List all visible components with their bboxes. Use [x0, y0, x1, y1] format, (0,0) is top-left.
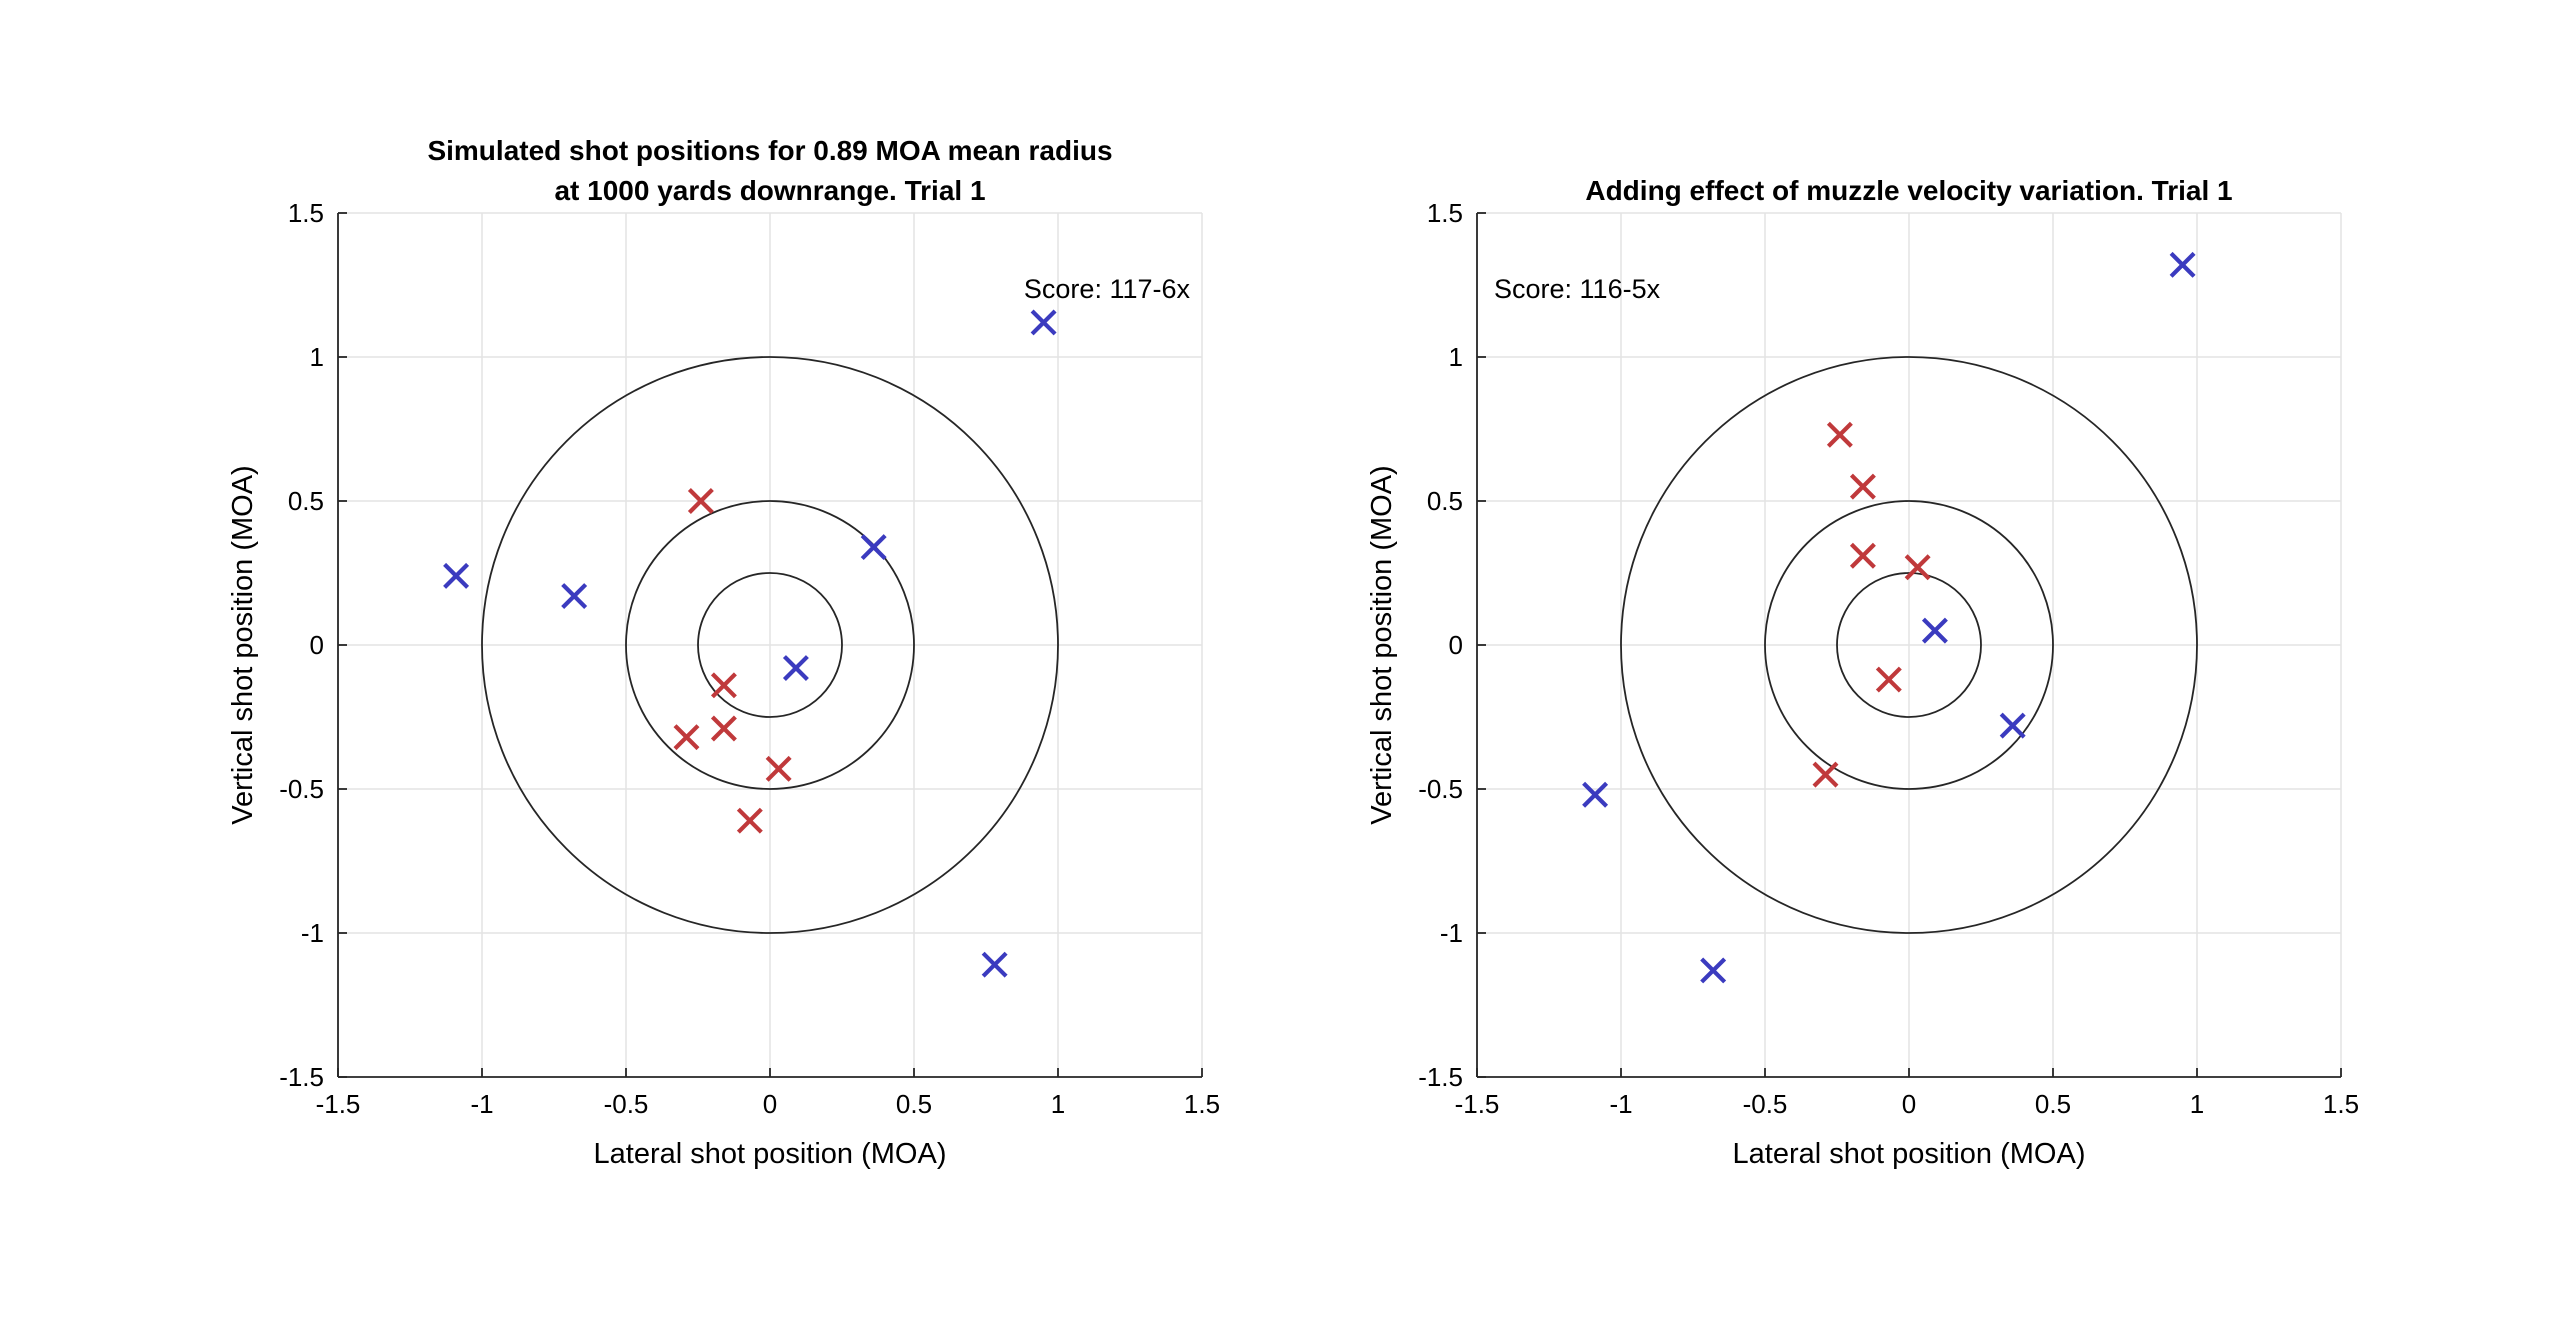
shot-marker	[1875, 666, 1902, 693]
x-axis-label: Lateral shot position (MOA)	[594, 1138, 947, 1170]
shot-marker	[673, 724, 700, 751]
shot-marker	[1921, 617, 1948, 644]
score-annotation: Score: 117-6x	[1024, 274, 1191, 304]
x-tick-label: 1.5	[1184, 1089, 1220, 1119]
y-tick-label: -1	[1440, 918, 1463, 948]
shot-marker	[2169, 251, 2196, 278]
chart-title: Adding effect of muzzle velocity variati…	[1585, 175, 2232, 206]
shot-marker	[710, 672, 737, 699]
shot-marker	[1700, 957, 1727, 984]
chart-1: -1.5 -1 -0.5 0 0.5 1 1.5 -1.5 -1 -0.5 0 0.5 1 1.5 Late…	[227, 135, 1220, 1170]
shot-marker	[1812, 761, 1839, 788]
chart-2: -1.5 -1 -0.5 0 0.5 1 1.5 -1.5 -1 -0.5 0 0.5 1 1.5 Late…	[1366, 175, 2359, 1170]
shot-marker	[1999, 712, 2026, 739]
y-tick-label: 1	[1449, 342, 1463, 372]
chart-title: at 1000 yards downrange. Trial 1	[554, 175, 985, 206]
shot-marker	[1582, 781, 1609, 808]
x-tick-label: 1	[1051, 1089, 1065, 1119]
shot-marker	[860, 534, 887, 561]
shot-marker	[1826, 421, 1853, 448]
x-tick-label: -0.5	[1743, 1089, 1788, 1119]
shot-marker	[981, 951, 1008, 978]
shot-marker	[687, 488, 714, 514]
shot-marker	[443, 562, 470, 589]
y-tick-label: 1.5	[288, 198, 324, 228]
x-tick-label: 0.5	[2035, 1089, 2071, 1119]
y-tick-label: 0	[1449, 630, 1463, 660]
x-tick-label: 1.5	[2323, 1089, 2359, 1119]
shot-marker	[1030, 309, 1057, 336]
y-tick-label: 1.5	[1427, 198, 1463, 228]
shot-marker	[1849, 542, 1876, 569]
y-axis-label: Vertical shot position (MOA)	[1366, 465, 1398, 824]
chart-title: Simulated shot positions for 0.89 MOA me…	[427, 135, 1112, 166]
x-axis-label: Lateral shot position (MOA)	[1733, 1138, 2086, 1170]
y-tick-label: -1.5	[1418, 1062, 1463, 1092]
x-tick-label: -1.5	[316, 1089, 361, 1119]
y-tick-label: 0.5	[1427, 486, 1463, 516]
y-tick-label: -0.5	[1418, 774, 1463, 804]
target-ring	[697, 572, 843, 718]
x-tick-label: -1	[1609, 1089, 1632, 1119]
shot-marker	[736, 807, 763, 834]
x-tick-label: 1	[2190, 1089, 2204, 1119]
y-tick-label: -0.5	[279, 774, 324, 804]
x-tick-label: -1	[470, 1089, 493, 1119]
x-tick-label: 0.5	[896, 1089, 932, 1119]
shot-marker	[765, 755, 792, 782]
score-annotation: Score: 116-5x	[1494, 274, 1661, 304]
shot-marker	[710, 715, 737, 742]
y-tick-label: 0	[310, 630, 324, 660]
y-tick-label: -1.5	[279, 1062, 324, 1092]
y-axis-label: Vertical shot position (MOA)	[227, 465, 259, 824]
x-tick-label: -1.5	[1455, 1089, 1500, 1119]
target-ring	[481, 356, 1059, 934]
x-tick-label: 0	[1902, 1089, 1916, 1119]
shot-marker	[561, 583, 588, 610]
target-ring	[1620, 356, 2198, 934]
target-ring	[1764, 500, 2054, 790]
shot-marker	[1904, 554, 1931, 581]
y-tick-label: 1	[310, 342, 324, 372]
shot-marker	[1849, 473, 1876, 500]
y-tick-label: 0.5	[288, 486, 324, 516]
x-tick-label: 0	[763, 1089, 777, 1119]
y-tick-label: -1	[301, 918, 324, 948]
target-ring	[625, 500, 915, 790]
shot-marker	[782, 655, 809, 682]
x-tick-label: -0.5	[604, 1089, 649, 1119]
